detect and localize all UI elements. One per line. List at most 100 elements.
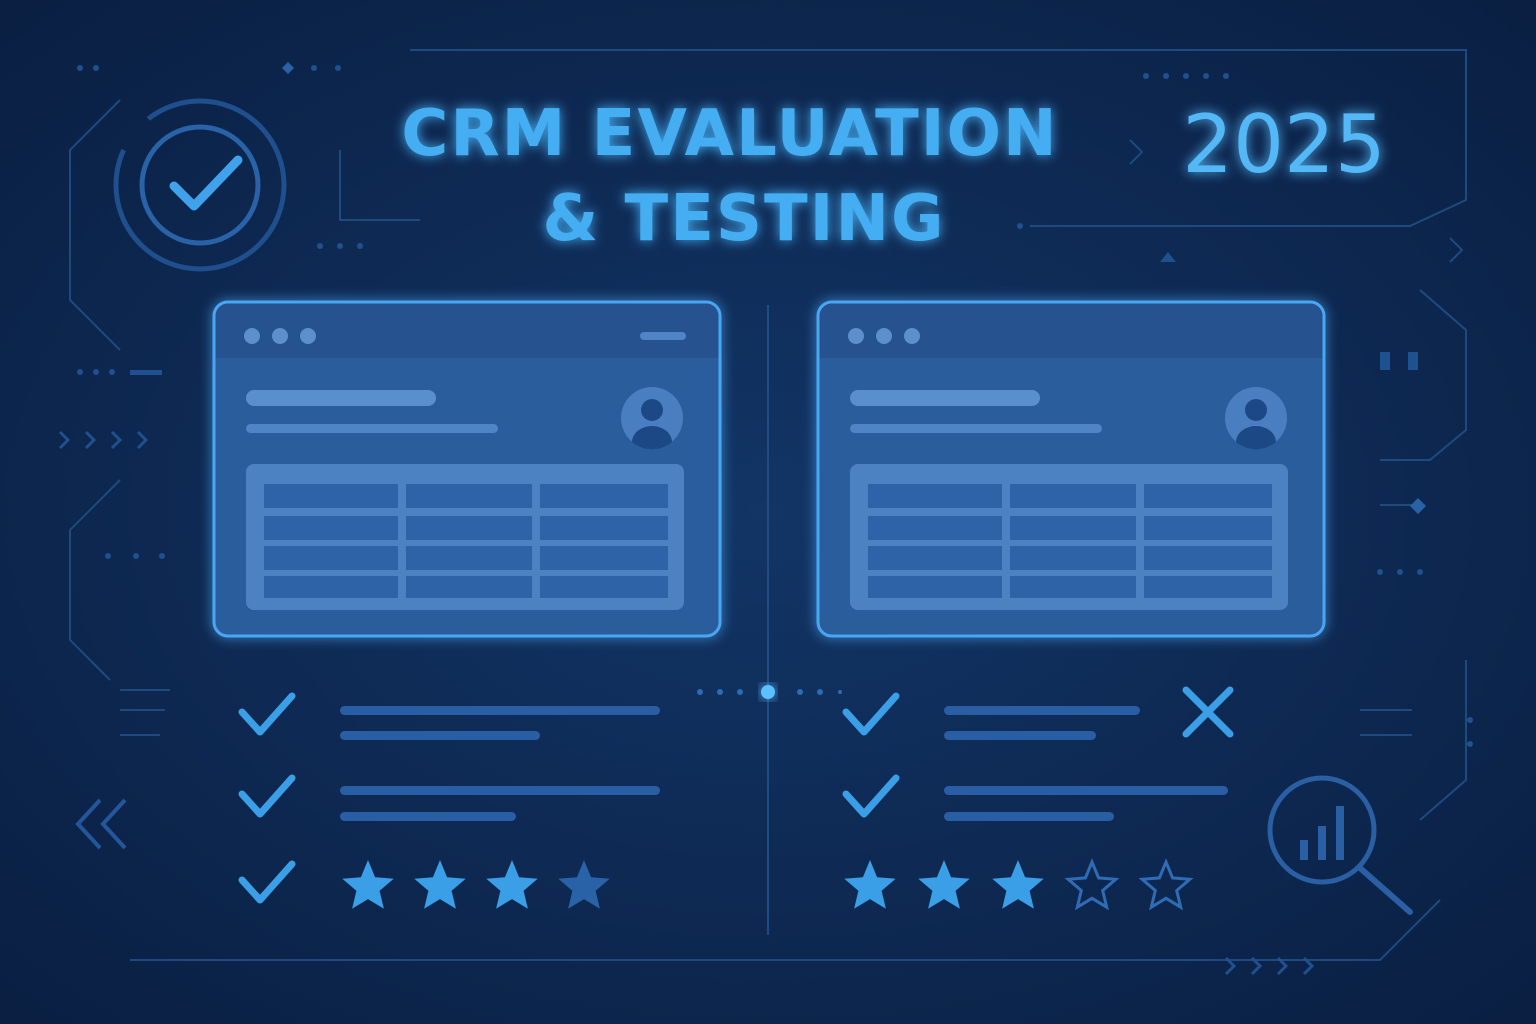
- table-cell: [540, 516, 668, 540]
- avatar-head: [1245, 399, 1267, 421]
- deco-dot: [93, 369, 99, 375]
- text-placeholder: [850, 390, 1040, 406]
- deco-dot: [93, 65, 99, 71]
- deco-dot: [133, 553, 139, 559]
- node-dot: [737, 689, 743, 695]
- magnifier: [1267, 775, 1413, 915]
- star-filled: [992, 860, 1044, 909]
- window-menu: [640, 332, 686, 340]
- table-cell: [1144, 576, 1272, 598]
- chevron: [136, 430, 149, 450]
- deco-triangle: [1160, 252, 1176, 262]
- deco-dot: [1017, 223, 1023, 229]
- text-placeholder: [340, 731, 540, 740]
- window-dot: [904, 328, 920, 344]
- app-window: [212, 300, 722, 638]
- star-filled: [844, 860, 896, 909]
- deco-diamond: [282, 62, 294, 74]
- table-cell: [264, 516, 398, 540]
- deco-dot: [1417, 569, 1423, 575]
- text-placeholder: [944, 731, 1096, 740]
- star-filled: [414, 860, 466, 909]
- table-cell: [1010, 484, 1136, 508]
- star-filled: [486, 860, 538, 909]
- table-cell: [868, 516, 1002, 540]
- avatar-head: [641, 399, 663, 421]
- table-cell: [1010, 576, 1136, 598]
- deco-dot: [335, 65, 341, 71]
- node-dot: [717, 689, 723, 695]
- title-line: CRM EVALUATION: [401, 97, 1058, 171]
- table-cell: [406, 484, 532, 508]
- check-icon: [238, 774, 296, 818]
- window-dot: [244, 328, 260, 344]
- window-titlebar: [215, 303, 719, 358]
- table-cell: [406, 516, 532, 540]
- table-cell: [1144, 516, 1272, 540]
- star-filled: [918, 860, 970, 909]
- chevron: [1250, 956, 1263, 976]
- avatar-body: [632, 426, 672, 450]
- node-dot: [697, 689, 703, 695]
- chevron: [58, 430, 71, 450]
- deco-bar: [130, 370, 162, 375]
- text-placeholder: [944, 786, 1228, 795]
- deco-dot: [1223, 73, 1229, 79]
- table-cell: [1010, 516, 1136, 540]
- deco-dot: [77, 369, 83, 375]
- title-line: & TESTING: [542, 182, 945, 256]
- chevron: [1224, 956, 1237, 976]
- window-dot: [848, 328, 864, 344]
- deco-dot: [311, 65, 317, 71]
- deco-dot: [1203, 73, 1209, 79]
- deco-dot: [105, 553, 111, 559]
- cross-icon: [1182, 686, 1234, 738]
- text-placeholder: [944, 812, 1114, 821]
- window-titlebar: [819, 303, 1323, 358]
- deco-dot: [1163, 73, 1169, 79]
- center-node: [761, 685, 775, 699]
- check-badge: [113, 98, 287, 272]
- text-placeholder: [340, 706, 660, 715]
- check-icon: [238, 692, 296, 736]
- window-dot: [300, 328, 316, 344]
- deco-dot: [337, 243, 343, 249]
- chevron: [1302, 956, 1315, 976]
- table-cell: [264, 484, 398, 508]
- deco-dot: [159, 553, 165, 559]
- deco-dot: [357, 243, 363, 249]
- deco-dot: [1183, 73, 1189, 79]
- table-cell: [868, 484, 1002, 508]
- node-dot: [817, 689, 823, 695]
- check-icon: [842, 774, 900, 818]
- year: 2025: [1182, 98, 1386, 191]
- text-placeholder: [340, 812, 516, 821]
- node-dot: [838, 690, 842, 694]
- text-placeholder: [850, 424, 1102, 433]
- deco-dot: [1397, 569, 1403, 575]
- check-icon: [238, 860, 296, 904]
- star-empty: [1138, 858, 1194, 911]
- frame-decor: [69, 49, 1467, 961]
- deco-dot: [1143, 73, 1149, 79]
- deco-dot: [317, 243, 323, 249]
- deco-diamond: [1410, 498, 1426, 514]
- table-cell: [868, 546, 1002, 570]
- window-dot: [272, 328, 288, 344]
- table-cell: [264, 546, 398, 570]
- deco-bar: [1380, 352, 1390, 370]
- table-cell: [406, 576, 532, 598]
- node-dot: [797, 689, 803, 695]
- chevron: [110, 430, 123, 450]
- star-filled: [342, 860, 394, 909]
- text-placeholder: [944, 706, 1140, 715]
- deco-dot: [1467, 717, 1473, 723]
- text-placeholder: [340, 786, 660, 795]
- app-window: [816, 300, 1326, 638]
- deco-dot: [109, 369, 115, 375]
- text-placeholder: [246, 424, 498, 433]
- text-placeholder: [246, 390, 436, 406]
- deco-dot: [1377, 569, 1383, 575]
- chevron: [1276, 956, 1289, 976]
